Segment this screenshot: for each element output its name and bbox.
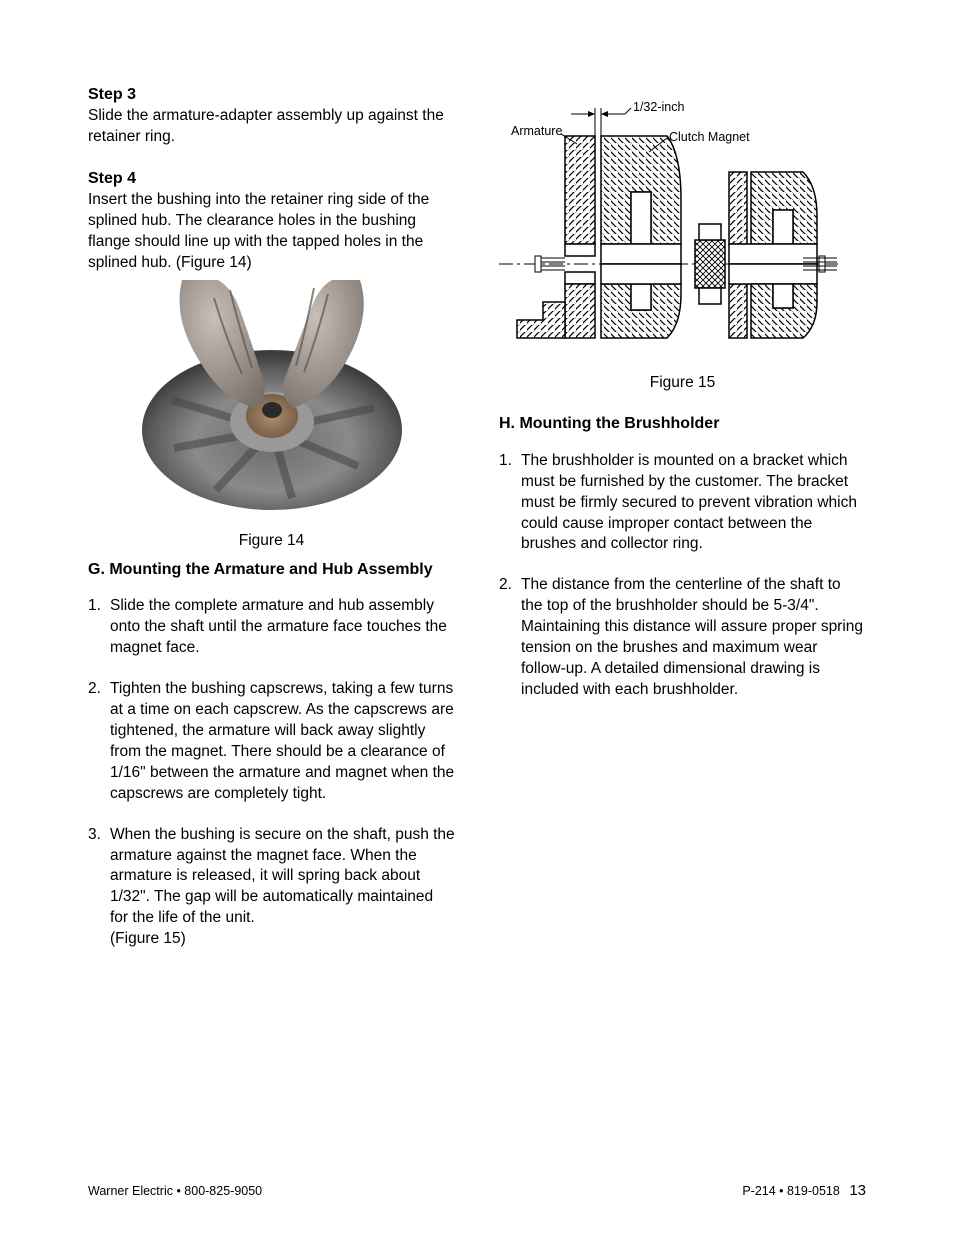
page: Step 3 Slide the armature-adapter assemb…	[0, 0, 954, 1235]
label-clutch: Clutch Magnet	[669, 130, 750, 144]
step3-body: Slide the armature-adapter assembly up a…	[88, 106, 455, 148]
list-number: 1.	[499, 451, 521, 556]
list-number: 3.	[88, 825, 110, 951]
list-number: 2.	[499, 575, 521, 701]
list-item: 1. The brushholder is mounted on a brack…	[499, 451, 866, 556]
list-text: When the bushing is secure on the shaft,…	[110, 825, 455, 951]
list-text: Tighten the bushing capscrews, taking a …	[110, 679, 455, 805]
label-gap: 1/32-inch	[633, 100, 684, 114]
footer-left: Warner Electric • 800-825-9050	[88, 1184, 262, 1198]
page-number: 13	[849, 1182, 866, 1199]
section-g-heading: G. Mounting the Armature and Hub Assembl…	[88, 560, 455, 581]
footer-docid: P-214 • 819-0518	[742, 1184, 840, 1198]
figure-14-svg	[122, 280, 422, 518]
two-column-layout: Step 3 Slide the armature-adapter assemb…	[88, 86, 866, 970]
section-h-list: 1. The brushholder is mounted on a brack…	[499, 451, 866, 701]
figure-14-caption: Figure 14	[88, 532, 455, 550]
list-text: Slide the complete armature and hub asse…	[110, 596, 455, 659]
left-column: Step 3 Slide the armature-adapter assemb…	[88, 86, 455, 970]
figure-15-caption: Figure 15	[499, 374, 866, 392]
list-text: The brushholder is mounted on a bracket …	[521, 451, 866, 556]
list-item: 2. The distance from the centerline of t…	[499, 575, 866, 701]
section-h-heading: H. Mounting the Brushholder	[499, 414, 866, 435]
page-footer: Warner Electric • 800-825-9050 P-214 • 8…	[88, 1182, 866, 1199]
section-g-list: 1. Slide the complete armature and hub a…	[88, 596, 455, 950]
step3-heading: Step 3	[88, 86, 455, 104]
list-number: 2.	[88, 679, 110, 805]
list-text: The distance from the centerline of the …	[521, 575, 866, 701]
label-armature: Armature	[511, 124, 562, 138]
list-item: 1. Slide the complete armature and hub a…	[88, 596, 455, 659]
step4-heading: Step 4	[88, 170, 455, 188]
right-column: 1/32-inch Armature Clutch Magnet	[499, 86, 866, 970]
footer-right: P-214 • 819-0518 13	[742, 1182, 866, 1199]
list-number: 1.	[88, 596, 110, 659]
list-item: 2. Tighten the bushing capscrews, taking…	[88, 679, 455, 805]
figure-14-photo	[122, 280, 422, 518]
list-item: 3. When the bushing is secure on the sha…	[88, 825, 455, 951]
figure-15-diagram: 1/32-inch Armature Clutch Magnet	[499, 94, 841, 354]
step4-body: Insert the bushing into the retainer rin…	[88, 190, 455, 274]
